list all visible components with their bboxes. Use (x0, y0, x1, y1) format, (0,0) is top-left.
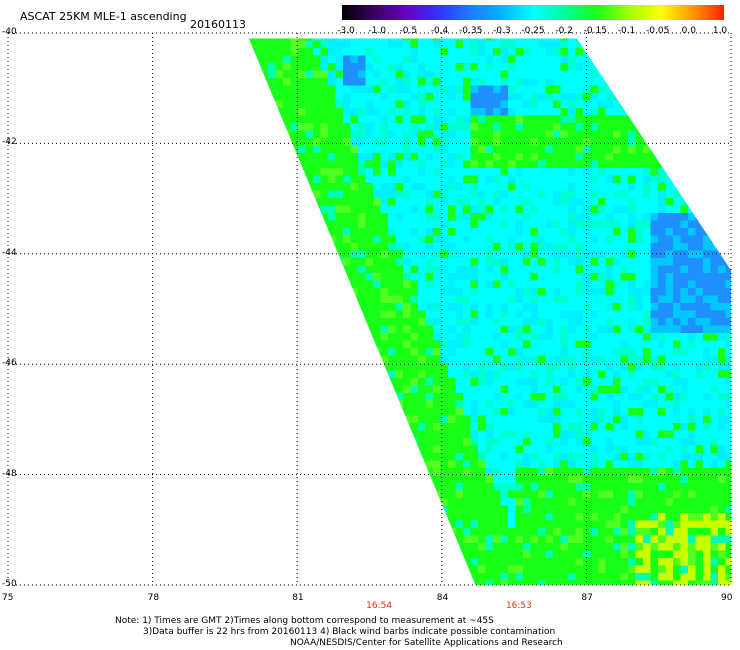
colorbar-tick-label: -0.35 (459, 26, 483, 36)
lon-tick-label: 87 (581, 593, 593, 603)
note-line-1: Note: 1) Times are GMT 2)Times along bot… (115, 616, 494, 626)
colorbar-tick-label: -0.3 (493, 26, 511, 36)
colorbar-tick-label: 0.0 (681, 26, 696, 36)
colorbar-tick-label: -3.0 (337, 26, 355, 36)
lon-tick-label: 78 (147, 593, 160, 603)
swath-cells (249, 38, 731, 585)
colorbar-tick-label: -0.4 (430, 26, 449, 36)
lat-tick-label: -44 (2, 247, 17, 258)
colorbar-tick-label: 1.0 (712, 26, 728, 36)
lon-tick-label: 84 (436, 593, 449, 603)
graticule (7, 32, 732, 586)
time-label: 16:53 (505, 601, 532, 611)
lat-tick-label: -42 (2, 137, 17, 148)
lon-tick-label: 81 (292, 593, 304, 603)
chart-title: ASCAT 25KM MLE-1 ascending (20, 10, 187, 23)
lat-tick-label: -40 (2, 27, 17, 37)
colorbar (342, 5, 724, 20)
colorbar-tick-label: -0.15 (583, 26, 607, 36)
colorbar-tick-label: -1.0 (368, 26, 386, 36)
lat-tick-label: -46 (2, 358, 17, 369)
colorbar-tick-label: -0.05 (646, 26, 670, 36)
colorbar-tick-label: -0.25 (521, 26, 545, 36)
lat-tick-label: -50 (2, 579, 17, 589)
note-line-3: NOAA/NESDIS/Center for Satellite Applica… (290, 638, 563, 648)
lat-tick-label: -48 (2, 468, 17, 479)
colorbar-tick-label: -0.1 (617, 26, 636, 36)
lon-tick-label: 90 (721, 593, 733, 603)
colorbar-tick-label: -0.5 (399, 26, 418, 36)
colorbar-tick-label: -0.2 (555, 26, 573, 36)
note-line-2: 3)Data buffer is 22 hrs from 20160113 4)… (143, 627, 556, 637)
colorbar-gradient (342, 5, 724, 20)
lon-tick-label: 75 (2, 593, 14, 603)
colorbar-labels: -3.0 -1.0 -0.5 -0.4 -0.35 -0.3 -0.25 -0.2 -0.15-… (0, 0, 740, 40)
time-label: 16:54 (366, 601, 393, 611)
date-label: 20160113 (190, 18, 246, 31)
